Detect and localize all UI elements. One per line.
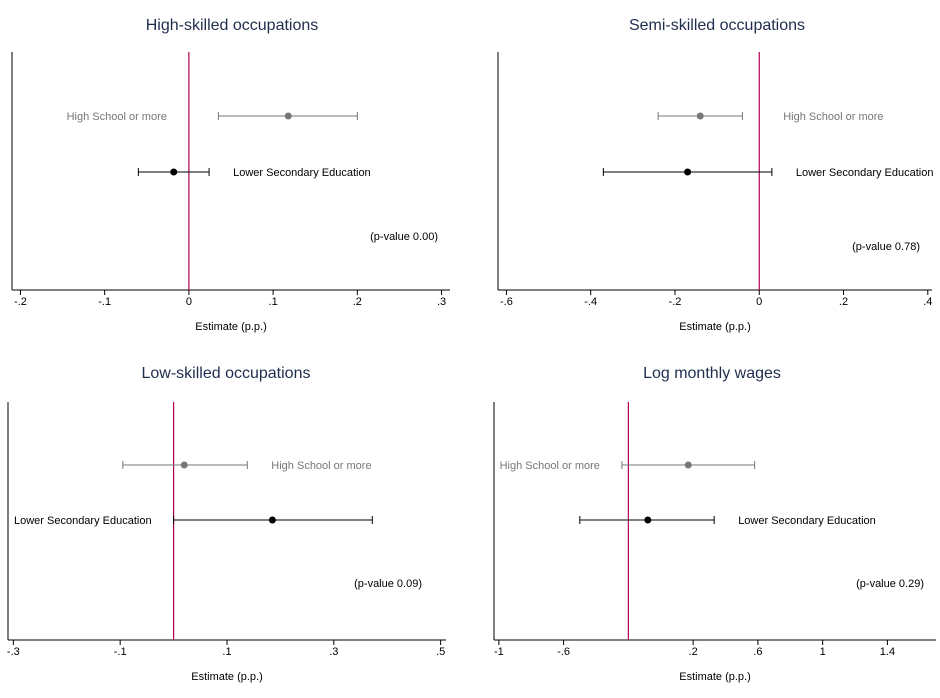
point-estimate <box>684 461 692 469</box>
series-label: Lower Secondary Education <box>796 167 934 179</box>
point-estimate <box>284 112 292 120</box>
x-tick-label: -.6 <box>500 296 513 308</box>
p-value-annotation: (p-value 0.00) <box>370 231 438 243</box>
series-label: Lower Secondary Education <box>233 167 371 179</box>
series-label: Lower Secondary Education <box>14 515 152 527</box>
x-tick-label: .1 <box>222 646 231 658</box>
x-tick-label: .3 <box>437 296 446 308</box>
chart-title: Low-skilled occupations <box>142 365 311 382</box>
x-tick-label: -.4 <box>584 296 597 308</box>
x-tick-label: -1 <box>494 646 504 658</box>
x-tick-label: .1 <box>269 296 278 308</box>
panel-log-wages: Log monthly wages -1 -.6 .2 .6 1 1.4 Estimate (… <box>470 348 940 698</box>
x-tick-label: .2 <box>839 296 848 308</box>
p-value-annotation: (p-value 0.29) <box>856 578 924 590</box>
p-value-annotation: (p-value 0.09) <box>354 578 422 590</box>
x-tick-label: .2 <box>689 646 698 658</box>
x-axis-label: Estimate (p.p.) <box>195 321 267 333</box>
x-tick-label: .3 <box>329 646 338 658</box>
series-label: High School or more <box>67 111 167 123</box>
point-estimate <box>684 168 692 176</box>
chart-title: Semi-skilled occupations <box>629 17 805 34</box>
series-label: High School or more <box>783 111 883 123</box>
panel-semi-skilled: Semi-skilled occupations -.6 -.4 -.2 0 .2 .4 Es… <box>470 0 940 346</box>
x-tick-label: -.2 <box>14 296 27 308</box>
x-axis-label: Estimate (p.p.) <box>679 321 751 333</box>
chart-low-skilled: Low-skilled occupations -.3 -.1 .1 .3 .5 Estim… <box>7 365 446 683</box>
chart-title: Log monthly wages <box>643 365 781 382</box>
p-value-annotation: (p-value 0.78) <box>852 241 920 253</box>
x-tick-label: -.3 <box>7 646 20 658</box>
chart-semi-skilled: Semi-skilled occupations -.6 -.4 -.2 0 .2 .4 Es… <box>497 17 934 333</box>
x-tick-label: .2 <box>353 296 362 308</box>
panel-low-skilled: Low-skilled occupations -.3 -.1 .1 .3 .5 Estim… <box>0 348 466 698</box>
x-tick-label: -.6 <box>557 646 570 658</box>
panel-high-skilled: High-skilled occupations -.2 -.1 0 .1 .2 .3 Est… <box>0 0 466 346</box>
x-tick-label: .6 <box>753 646 762 658</box>
point-estimate <box>170 168 178 176</box>
x-tick-label: -.1 <box>114 646 127 658</box>
x-tick-label: .4 <box>923 296 932 308</box>
x-tick-label: 1.4 <box>880 646 895 658</box>
x-tick-label: 0 <box>756 296 762 308</box>
x-tick-label: 1 <box>820 646 826 658</box>
series-label: High School or more <box>271 460 371 472</box>
x-tick-label: -.2 <box>669 296 682 308</box>
x-axis-label: Estimate (p.p.) <box>191 671 263 683</box>
chart-log-wages: Log monthly wages -1 -.6 .2 .6 1 1.4 Estimate (… <box>493 365 936 683</box>
chart-high-skilled: High-skilled occupations -.2 -.1 0 .1 .2 .3 Est… <box>11 17 450 333</box>
x-tick-label: 0 <box>186 296 192 308</box>
x-tick-label: -.1 <box>98 296 111 308</box>
x-tick-label: .5 <box>436 646 445 658</box>
point-estimate <box>696 112 704 120</box>
x-axis-label: Estimate (p.p.) <box>679 671 751 683</box>
point-estimate <box>644 516 652 524</box>
point-estimate <box>180 461 188 469</box>
point-estimate <box>268 516 276 524</box>
series-label: High School or more <box>500 460 600 472</box>
chart-title: High-skilled occupations <box>146 17 319 34</box>
series-label: Lower Secondary Education <box>738 515 876 527</box>
